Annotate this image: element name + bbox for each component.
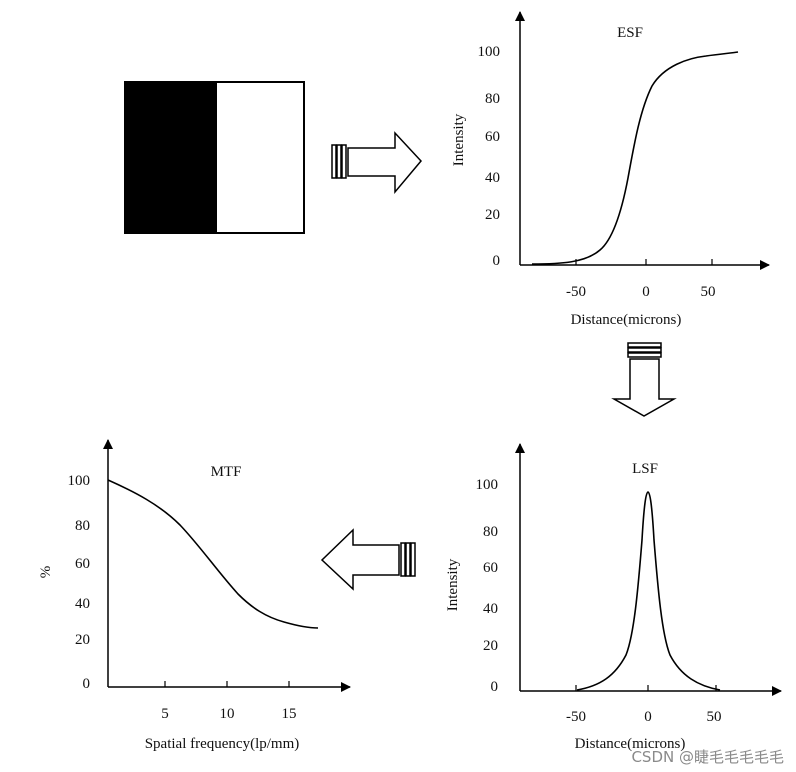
mtf-xlabel: Spatial frequency(lp/mm) — [145, 736, 300, 752]
mtf-ytick: 100 — [68, 473, 91, 489]
lsf-xlabel: Distance(microns) — [575, 736, 686, 752]
mtf-xtick: 15 — [282, 706, 297, 722]
lsf-ytick: 20 — [483, 638, 498, 654]
mtf-ytick: 60 — [75, 556, 90, 572]
mtf-ylabel: % — [38, 566, 54, 579]
mtf-title: MTF — [211, 464, 242, 480]
watermark: CSDN @睫毛毛毛毛毛 — [631, 748, 784, 766]
esf-ytick: 100 — [478, 44, 501, 60]
esf-xlabel: Distance(microns) — [571, 312, 682, 328]
esf-ytick: 20 — [485, 207, 500, 223]
mtf-x-tick-marks — [164, 681, 290, 687]
mtf-xtick: 5 — [161, 706, 169, 722]
mtf-xtick: 10 — [220, 706, 235, 722]
esf-ylabel: Intensity — [451, 113, 467, 166]
esf-ytick: 60 — [485, 129, 500, 145]
esf-xtick: 0 — [642, 284, 650, 300]
lsf-chart: LSF Intensity Distance(microns) -50 0 50… — [445, 443, 782, 752]
mtf-ytick: 20 — [75, 632, 90, 648]
esf-ytick: 80 — [485, 91, 500, 107]
lsf-curve — [576, 491, 721, 691]
esf-chart: ESF Intensity Distance(microns) -50 0 50… — [451, 11, 770, 328]
edge-light-half — [215, 81, 305, 234]
arrow-left-icon — [320, 528, 416, 591]
lsf-ylabel: Intensity — [445, 558, 461, 611]
mtf-curve — [107, 479, 319, 629]
arrow-right-icon — [331, 131, 423, 195]
esf-xtick: 50 — [701, 284, 716, 300]
lsf-xtick: 0 — [644, 709, 652, 725]
edge-dark-half — [125, 82, 216, 233]
esf-xtick: -50 — [566, 284, 586, 300]
lsf-ytick: 80 — [483, 524, 498, 540]
mtf-ytick: 80 — [75, 518, 90, 534]
mtf-chart: MTF % Spatial frequency(lp/mm) 5 10 15 0… — [38, 439, 351, 752]
edge-frame — [124, 81, 305, 234]
lsf-ytick: 0 — [491, 679, 499, 695]
esf-ytick: 0 — [493, 253, 501, 269]
mtf-ytick: 0 — [83, 676, 91, 692]
lsf-xtick: -50 — [566, 709, 586, 725]
esf-curve — [531, 51, 739, 265]
mtf-ytick: 40 — [75, 596, 90, 612]
lsf-x-tick-marks — [575, 685, 717, 691]
lsf-title: LSF — [632, 461, 658, 477]
esf-x-tick-marks — [575, 259, 713, 265]
esf-title: ESF — [617, 25, 643, 41]
esf-ytick: 40 — [485, 170, 500, 186]
arrow-down-icon — [611, 342, 677, 417]
lsf-xtick: 50 — [707, 709, 722, 725]
lsf-ytick: 40 — [483, 601, 498, 617]
lsf-ytick: 60 — [483, 560, 498, 576]
lsf-ytick: 100 — [476, 477, 499, 493]
edge-target — [124, 81, 305, 234]
